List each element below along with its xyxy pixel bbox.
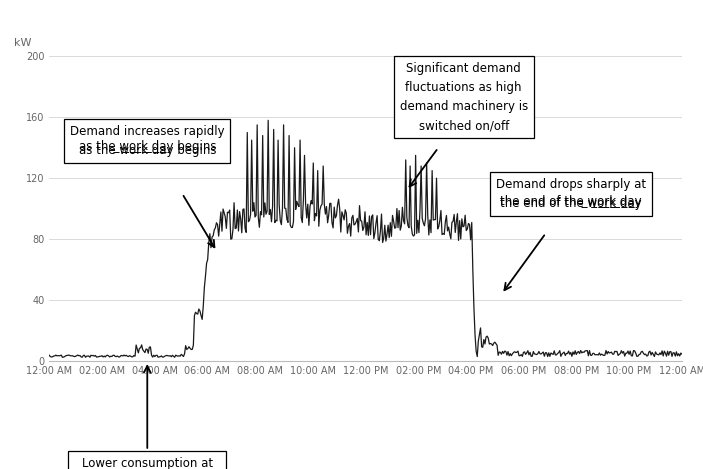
Text: kW: kW	[15, 38, 32, 48]
Text: Demand drops sharply at
the end of the work day: Demand drops sharply at the end of the w…	[496, 178, 646, 210]
Text: the end of the ̲w̲o̲r̲k̲ ̲d̲a̲y: the end of the ̲w̲o̲r̲k̲ ̲d̲a̲y	[501, 195, 642, 208]
Text: Lower consumption at
night when site is empty: Lower consumption at night when site is …	[74, 366, 221, 469]
Text: Demand increases rapidly
as the work day begins: Demand increases rapidly as the work day…	[70, 125, 224, 157]
Text: Significant demand
fluctuations as high
demand machinery is
switched on/off: Significant demand fluctuations as high …	[399, 62, 528, 132]
Text: as the ̲w̲o̲r̲k̲ ̲d̲a̲y begins: as the ̲w̲o̲r̲k̲ ̲d̲a̲y begins	[79, 140, 216, 153]
